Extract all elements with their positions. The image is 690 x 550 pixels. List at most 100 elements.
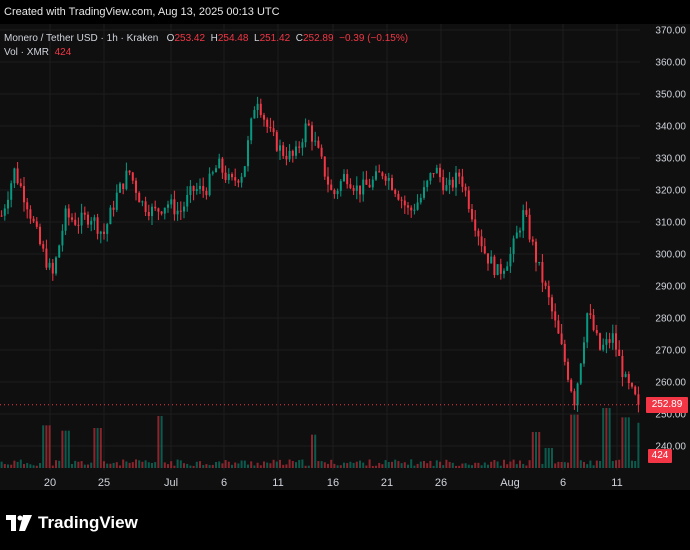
candle-body (576, 383, 579, 406)
candle-body (493, 256, 496, 276)
y-tick-label: 350.00 (655, 90, 686, 101)
candle-body (211, 172, 214, 174)
volume-bar (304, 465, 307, 468)
candle-body (336, 190, 339, 195)
volume-bar (631, 460, 633, 468)
x-tick-label: 20 (44, 477, 56, 489)
volume-bar (531, 432, 534, 468)
volume-bars (0, 408, 640, 468)
candle-body (186, 194, 189, 207)
candle-body (259, 103, 262, 116)
volume-bar (538, 432, 541, 468)
candle-body (359, 185, 361, 195)
volume-bar (595, 460, 598, 468)
candle-body (128, 170, 131, 173)
volume-bar (208, 464, 211, 468)
volume-bar (586, 464, 589, 468)
candle-body (253, 110, 256, 119)
candle-body (624, 374, 627, 377)
candle-body (93, 217, 96, 221)
volume-bar (359, 460, 361, 468)
volume-bar (541, 463, 544, 468)
volume-bar (247, 464, 249, 468)
candle-body (131, 172, 134, 181)
candle-body (99, 231, 102, 234)
last-price-tag: 252.89 (646, 396, 688, 413)
candle-body (496, 264, 499, 276)
volume-bar (179, 460, 182, 468)
volume-bar (141, 461, 144, 468)
volume-bar (371, 465, 374, 468)
volume-bar (42, 425, 45, 468)
candle-body (170, 199, 173, 205)
volume-bar (339, 465, 342, 468)
volume-bar (224, 460, 227, 468)
candle-body (74, 219, 77, 225)
volume-bar (301, 459, 304, 468)
volume-bar (67, 430, 70, 468)
volume-bar (45, 425, 48, 468)
candle-body (455, 172, 457, 188)
volume-bar (55, 460, 57, 468)
volume-bar (314, 434, 317, 468)
candle-body (176, 210, 179, 215)
candle-body (29, 209, 32, 219)
candle-body (586, 313, 589, 343)
candles (0, 96, 640, 413)
candle-body (611, 333, 614, 343)
volume-bar (115, 462, 118, 468)
candle-body (147, 211, 150, 217)
candle-body (160, 211, 163, 214)
candle-body (55, 257, 57, 274)
volume-bar (275, 461, 278, 468)
tradingview-logo[interactable]: TradingView (6, 513, 138, 533)
volume-bar (583, 461, 585, 468)
volume-bar (106, 463, 109, 468)
candle-body (535, 241, 537, 263)
candle-body (269, 126, 272, 129)
volume-bar (83, 464, 86, 468)
candle-body (0, 215, 3, 217)
volume-bar (551, 448, 553, 468)
volume-bar (634, 460, 637, 468)
volume-bar (157, 416, 160, 468)
candle-body (266, 119, 269, 127)
change-value: −0.39 (−0.15%) (339, 33, 409, 44)
price-chart[interactable]: 370.00 360.00 350.00 340.00 330.00 320.00 310.… (0, 24, 690, 490)
volume-bar (330, 459, 333, 468)
volume-bar (496, 461, 499, 468)
candle-body (87, 214, 89, 225)
candle-body (51, 262, 54, 274)
candle-body (471, 208, 473, 220)
candle-body (227, 173, 230, 180)
volume-bar (435, 460, 438, 468)
candle-body (16, 168, 19, 184)
candle-body (480, 236, 483, 247)
y-tick-label: 240.00 (655, 442, 686, 453)
volume-bar (192, 465, 195, 468)
volume-bar (266, 462, 269, 468)
volume-bar (528, 460, 531, 468)
low-value: 251.42 (259, 33, 291, 44)
volume-bar (506, 464, 509, 468)
volume-bar (426, 463, 429, 468)
volume-bar (51, 465, 54, 468)
x-tick-label: 16 (327, 477, 339, 489)
volume-bar (259, 465, 262, 468)
candle-body (621, 355, 624, 377)
volume-bar (474, 462, 477, 468)
volume-bar (368, 459, 371, 468)
volume-bar (87, 464, 89, 468)
candle-body (199, 185, 201, 190)
low-label: L (254, 33, 260, 44)
chart-legend: Monero / Tether USD · 1h · Kraken O253.4… (4, 32, 408, 60)
volume-value: 424 (54, 47, 72, 58)
candle-body (637, 394, 640, 405)
volume-row: Vol · XMR 424 (4, 46, 408, 60)
high-value: 254.48 (217, 33, 249, 44)
candle-body (298, 146, 301, 148)
volume-bar (58, 460, 61, 468)
volume-bar (605, 408, 608, 468)
volume-bar (487, 464, 489, 468)
volume-bar (48, 425, 51, 468)
